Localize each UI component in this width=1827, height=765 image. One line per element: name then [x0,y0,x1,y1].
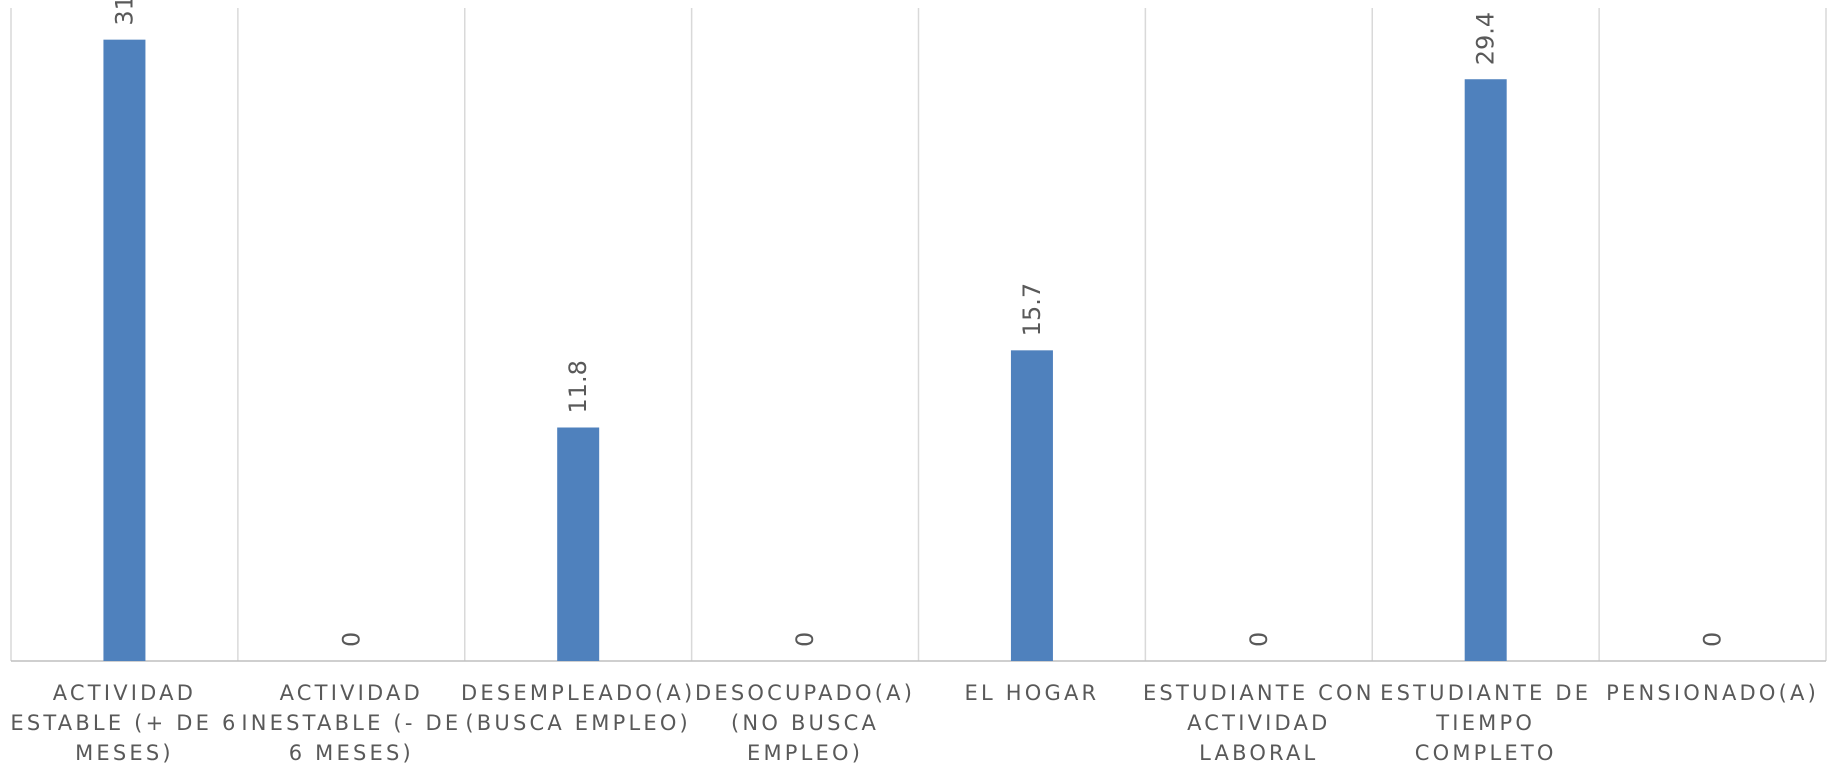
x-tick-label: (BUSCA EMPLEO) [465,711,691,735]
x-tick-label: 6 MESES) [289,741,414,765]
x-tick-label: DESEMPLEADO(A) [461,681,695,705]
x-tick-label: ESTUDIANTE CON [1143,681,1375,705]
x-tick-label: ACTIVIDAD [1187,711,1330,735]
x-tick-label: ACTIVIDAD [280,681,423,705]
x-tick-label: ACTIVIDAD [53,681,196,705]
x-tick-label: (NO BUSCA [731,711,879,735]
data-label: 0 [337,632,365,647]
x-tick-label: INESTABLE (- DE [241,711,461,735]
data-label: 29.4 [1472,12,1500,65]
x-tick-label: EL HOGAR [965,681,1100,705]
bar [557,427,600,661]
x-tick-label: MESES) [75,741,174,765]
x-tick-label: COMPLETO [1415,741,1557,765]
x-tick-label: EMPLEO) [747,741,863,765]
x-tick-label: DESOCUPADO(A) [695,681,915,705]
x-tick-label: ESTUDIANTE DE [1380,681,1591,705]
bar [1010,350,1053,661]
x-tick-label: ESTABLE (+ DE 6 [10,711,238,735]
data-label: 31.4 [110,0,138,26]
x-tick-label: PENSIONADO(A) [1606,681,1819,705]
data-label: 15.7 [1018,283,1046,336]
data-label: 0 [1699,632,1727,647]
bar [1464,79,1507,661]
bar [103,39,146,662]
data-label: 0 [1245,632,1273,647]
data-label: 11.8 [564,360,592,413]
x-tick-label: TIEMPO [1435,711,1535,735]
x-tick-label: LABORAL [1199,741,1318,765]
data-label: 0 [791,632,819,647]
